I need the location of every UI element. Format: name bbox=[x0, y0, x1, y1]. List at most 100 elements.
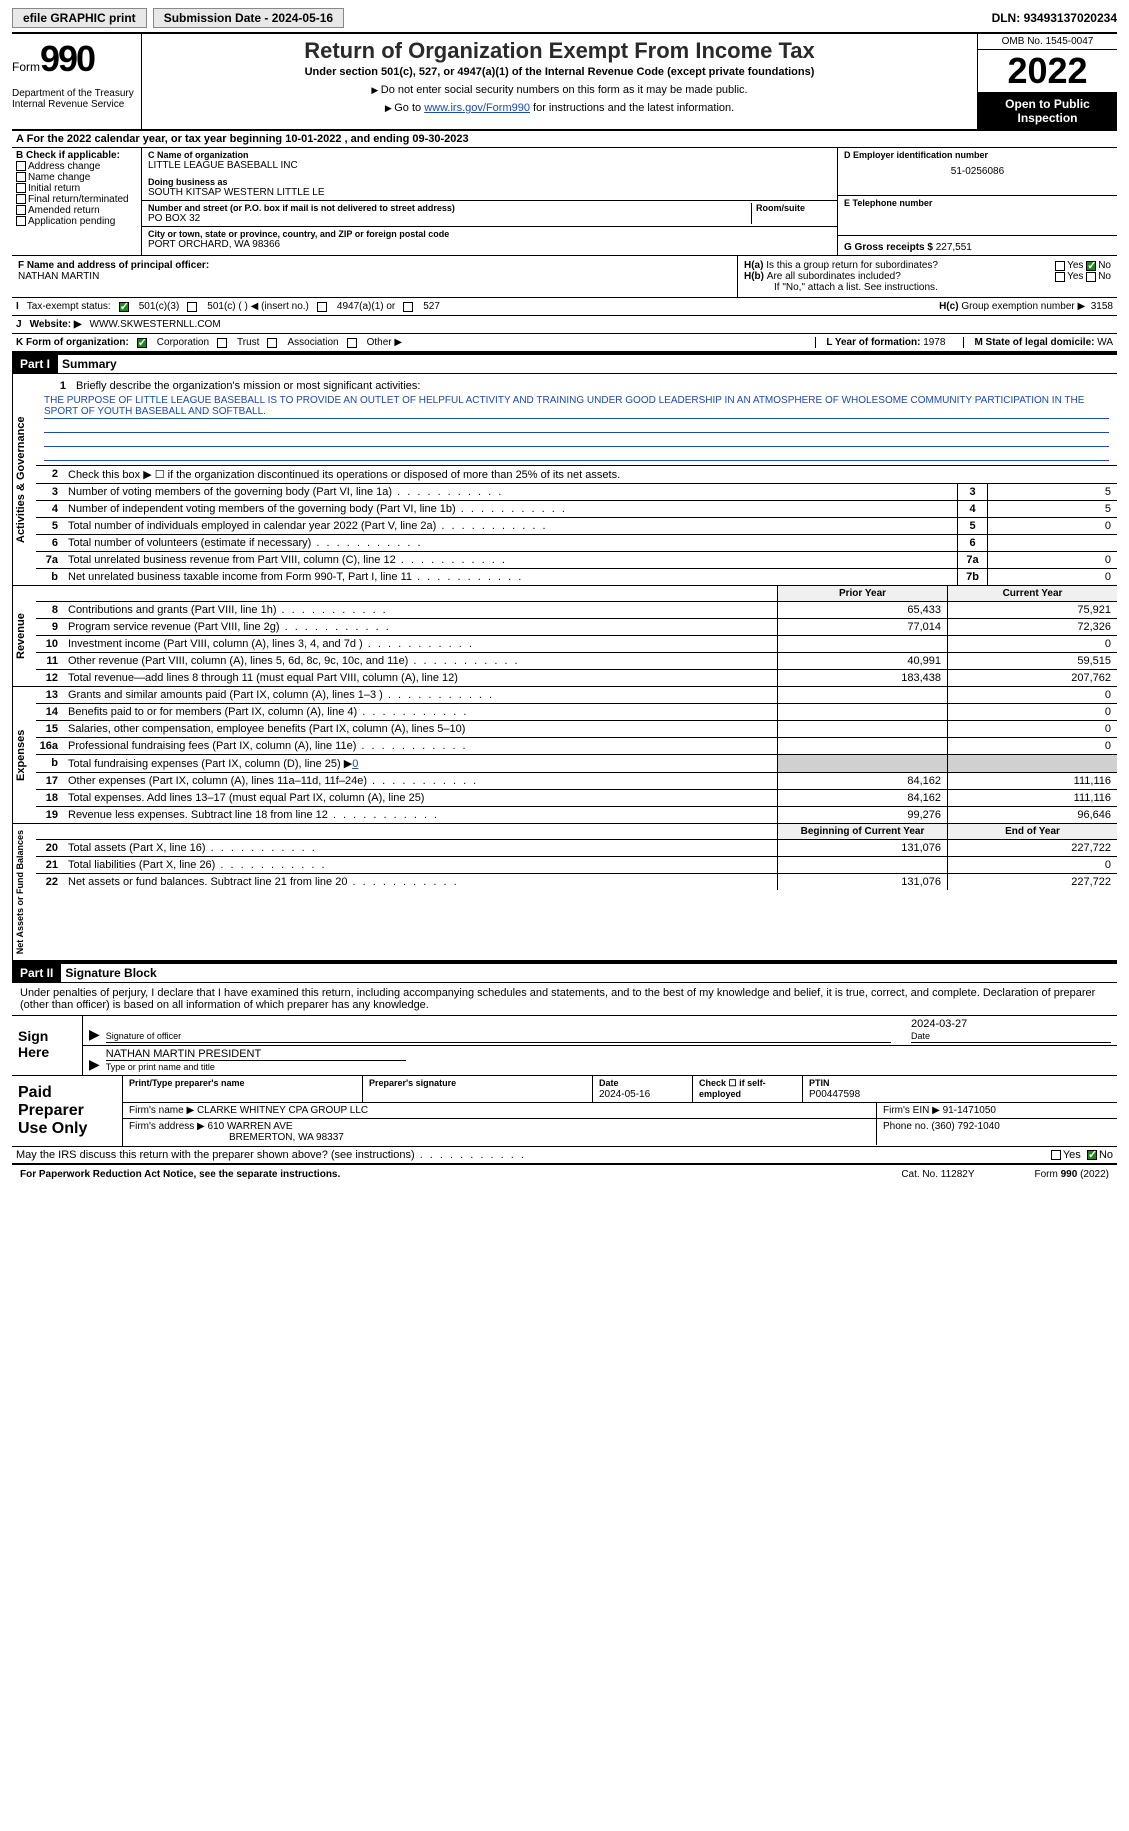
chk-application-pending[interactable]: Application pending bbox=[16, 216, 137, 227]
open-inspection: Open to Public Inspection bbox=[978, 93, 1117, 129]
c11: 59,515 bbox=[947, 653, 1117, 669]
discuss-no-checkbox[interactable] bbox=[1087, 1150, 1097, 1160]
ptin-value: P00447598 bbox=[809, 1089, 860, 1100]
line20: Total assets (Part X, line 16) bbox=[64, 840, 777, 856]
chk-501c[interactable] bbox=[187, 302, 197, 312]
subdate-label: Submission Date - bbox=[164, 11, 272, 25]
city-value: PORT ORCHARD, WA 98366 bbox=[148, 239, 831, 250]
line16a: Professional fundraising fees (Part IX, … bbox=[64, 738, 777, 754]
footer-left: For Paperwork Reduction Act Notice, see … bbox=[20, 1169, 340, 1180]
discuss-yes-checkbox[interactable] bbox=[1051, 1150, 1061, 1160]
ein-label: D Employer identification number bbox=[844, 150, 1111, 160]
p14 bbox=[777, 704, 947, 720]
chk-association[interactable] bbox=[267, 338, 277, 348]
line8: Contributions and grants (Part VIII, lin… bbox=[64, 602, 777, 618]
section-revenue: Revenue Prior YearCurrent Year 8Contribu… bbox=[12, 586, 1117, 687]
p19: 99,276 bbox=[777, 807, 947, 823]
firm-ein: 91-1471050 bbox=[943, 1105, 996, 1116]
line15: Salaries, other compensation, employee b… bbox=[64, 721, 777, 737]
line-a: A For the 2022 calendar year, or tax yea… bbox=[12, 131, 1117, 148]
c17: 111,116 bbox=[947, 773, 1117, 789]
hc-value: 3158 bbox=[1091, 301, 1113, 312]
c15: 0 bbox=[947, 721, 1117, 737]
hdr-prior-year: Prior Year bbox=[777, 586, 947, 601]
val5: 0 bbox=[987, 518, 1117, 534]
form-number: Form990 bbox=[12, 38, 135, 80]
sign-here-block: Sign Here ▶ Signature of officer 2024-03… bbox=[12, 1015, 1117, 1075]
c13: 0 bbox=[947, 687, 1117, 703]
firm-name: CLARKE WHITNEY CPA GROUP LLC bbox=[197, 1105, 368, 1116]
p8: 65,433 bbox=[777, 602, 947, 618]
part1-header: Part ISummary bbox=[12, 353, 1117, 374]
prep-sig-label: Preparer's signature bbox=[369, 1078, 456, 1088]
chk-initial-return[interactable]: Initial return bbox=[16, 183, 137, 194]
line10: Investment income (Part VIII, column (A)… bbox=[64, 636, 777, 652]
mission-text: THE PURPOSE OF LITTLE LEAGUE BASEBALL IS… bbox=[44, 394, 1109, 419]
room-label: Room/suite bbox=[756, 203, 831, 213]
val7a: 0 bbox=[987, 552, 1117, 568]
chk-address-change[interactable]: Address change bbox=[16, 161, 137, 172]
submission-date-button[interactable]: Submission Date - 2024-05-16 bbox=[153, 8, 344, 28]
hb-note: If "No," attach a list. See instructions… bbox=[744, 282, 1111, 293]
chk-trust[interactable] bbox=[217, 338, 227, 348]
hb-no-checkbox[interactable] bbox=[1086, 272, 1096, 282]
footer-cat: Cat. No. 11282Y bbox=[901, 1169, 974, 1180]
p17: 84,162 bbox=[777, 773, 947, 789]
hdr-beginning: Beginning of Current Year bbox=[777, 824, 947, 839]
chk-other[interactable] bbox=[347, 338, 357, 348]
form-org-label: K Form of organization: bbox=[16, 337, 129, 348]
chk-final-return[interactable]: Final return/terminated bbox=[16, 194, 137, 205]
footer-right: Form 990 (2022) bbox=[1035, 1169, 1109, 1180]
b21 bbox=[777, 857, 947, 873]
e22: 227,722 bbox=[947, 874, 1117, 890]
chk-4947[interactable] bbox=[317, 302, 327, 312]
chk-527[interactable] bbox=[403, 302, 413, 312]
dln: DLN: 93493137020234 bbox=[992, 11, 1117, 25]
hb-yes-checkbox[interactable] bbox=[1055, 272, 1065, 282]
line12: Total revenue—add lines 8 through 11 (mu… bbox=[64, 670, 777, 686]
val6 bbox=[987, 535, 1117, 551]
firm-addr2: BREMERTON, WA 98337 bbox=[229, 1132, 344, 1143]
c9: 72,326 bbox=[947, 619, 1117, 635]
dba-value: SOUTH KITSAP WESTERN LITTLE LE bbox=[148, 187, 831, 198]
row-j: J Website: ▶ WWW.SKWESTERNLL.COM bbox=[12, 316, 1117, 334]
subdate-value: 2024-05-16 bbox=[272, 11, 333, 25]
b22: 131,076 bbox=[777, 874, 947, 890]
prep-date: 2024-05-16 bbox=[599, 1089, 650, 1100]
line6: Total number of volunteers (estimate if … bbox=[64, 535, 957, 551]
hdr-end: End of Year bbox=[947, 824, 1117, 839]
line7a: Total unrelated business revenue from Pa… bbox=[64, 552, 957, 568]
chk-name-change[interactable]: Name change bbox=[16, 172, 137, 183]
irs-link[interactable]: www.irs.gov/Form990 bbox=[424, 102, 530, 114]
sig-name-title: NATHAN MARTIN PRESIDENT bbox=[106, 1048, 406, 1061]
state-domicile: WA bbox=[1097, 337, 1113, 348]
form-header: Form990 Department of the Treasury Inter… bbox=[12, 32, 1117, 131]
print-name-label: Print/Type preparer's name bbox=[129, 1078, 245, 1088]
vlabel-expenses: Expenses bbox=[12, 687, 36, 823]
line16b: Total fundraising expenses (Part IX, col… bbox=[64, 755, 777, 772]
line9: Program service revenue (Part VIII, line… bbox=[64, 619, 777, 635]
val7b: 0 bbox=[987, 569, 1117, 585]
e21: 0 bbox=[947, 857, 1117, 873]
paid-preparer-label: Paid Preparer Use Only bbox=[12, 1076, 122, 1146]
chk-501c3[interactable] bbox=[119, 302, 129, 312]
efile-print-button[interactable]: efile GRAPHIC print bbox=[12, 8, 147, 28]
tax-status-label: Tax-exempt status: bbox=[27, 301, 111, 312]
omb-number: OMB No. 1545-0047 bbox=[978, 34, 1117, 50]
chk-amended-return[interactable]: Amended return bbox=[16, 205, 137, 216]
hdr-current-year: Current Year bbox=[947, 586, 1117, 601]
self-employed-check[interactable]: Check ☐ if self-employed bbox=[699, 1078, 766, 1099]
officer-label: F Name and address of principal officer: bbox=[18, 260, 731, 271]
hc-label: Group exemption number ▶ bbox=[961, 301, 1085, 312]
fundraising-link[interactable]: 0 bbox=[352, 758, 358, 770]
dba-label: Doing business as bbox=[148, 177, 831, 187]
chk-corporation[interactable] bbox=[137, 338, 147, 348]
part2-header: Part IISignature Block bbox=[12, 962, 1117, 983]
sig-arrow-icon: ▶ bbox=[89, 1026, 100, 1043]
c8: 75,921 bbox=[947, 602, 1117, 618]
ha-no-checkbox[interactable] bbox=[1086, 261, 1096, 271]
line5: Total number of individuals employed in … bbox=[64, 518, 957, 534]
section-expenses: Expenses 13Grants and similar amounts pa… bbox=[12, 687, 1117, 824]
p18: 84,162 bbox=[777, 790, 947, 806]
line18: Total expenses. Add lines 13–17 (must eq… bbox=[64, 790, 777, 806]
